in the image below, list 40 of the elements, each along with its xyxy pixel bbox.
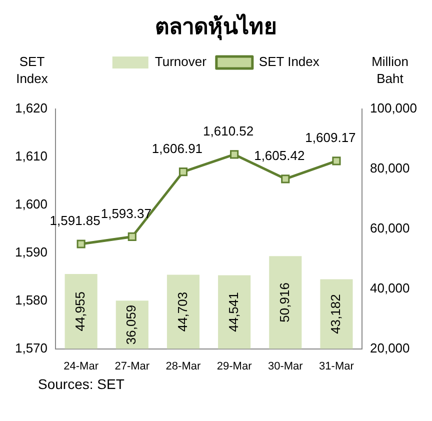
- point: [76, 240, 86, 248]
- y2-axis-title: Million Baht: [372, 54, 408, 86]
- y2-tick-label: 60,000: [370, 220, 410, 236]
- source-note: Sources: SET: [37, 376, 126, 392]
- y-tick-label: 1,610: [14, 148, 48, 164]
- y2-tick-label: 20,000: [370, 340, 410, 356]
- y2-tick-label: 80,000: [370, 160, 410, 176]
- y-tick-label: 1,590: [14, 244, 48, 260]
- data-label: 1,605.42: [254, 148, 305, 164]
- x-tick-label: 29-Mar: [216, 360, 252, 372]
- y2-tick-label: 40,000: [370, 280, 410, 296]
- data-label: 1,610.52: [203, 124, 254, 139]
- data-label: 50,916: [276, 282, 292, 322]
- data-label: 36,059: [124, 304, 139, 345]
- legend-label: Turnover: [154, 54, 208, 70]
- y2-tick-label: 100,000: [370, 100, 418, 116]
- point: [178, 167, 188, 176]
- chart-title: ตลาดหุ้นไทย: [154, 12, 278, 42]
- y-tick-label: 1,570: [14, 340, 48, 356]
- point: [332, 156, 341, 166]
- point: [128, 232, 136, 242]
- data-label: 43,182: [328, 294, 344, 334]
- x-tick-label: 27-Mar: [114, 360, 150, 372]
- y-tick-label: 1,620: [14, 100, 48, 116]
- data-label: 1,606.91: [152, 140, 203, 156]
- data-label: 44,703: [174, 292, 190, 332]
- y-tick-label: 1,600: [14, 196, 48, 212]
- x-tick-label: 28-Mar: [166, 360, 201, 372]
- x-tick-label: 31-Mar: [319, 360, 354, 372]
- y-tick-label: 1,580: [14, 292, 48, 308]
- x-tick-label: 30-Mar: [268, 360, 304, 372]
- data-label: 1,609.17: [305, 130, 356, 146]
- point: [281, 174, 290, 184]
- data-label: 44,955: [72, 292, 88, 332]
- data-label: 1,591.85: [50, 213, 100, 228]
- point: [230, 150, 239, 159]
- legend-label: SET Index: [258, 54, 320, 70]
- y-axis-title: SET Index: [16, 54, 48, 86]
- data-label: 44,541: [226, 292, 241, 332]
- x-tick-label: 24-Mar: [64, 360, 99, 372]
